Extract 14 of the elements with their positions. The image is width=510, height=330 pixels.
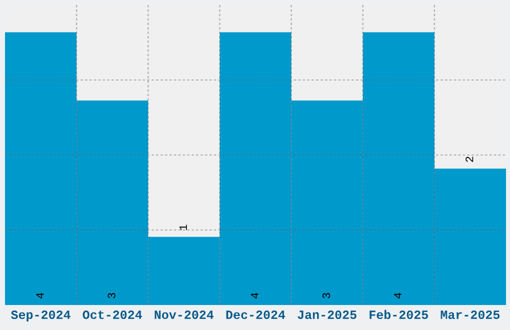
data-label: 3 <box>108 293 116 298</box>
data-label: 1 <box>179 224 187 230</box>
x-tick-label: Mar-2025 <box>440 310 500 320</box>
data-label: 4 <box>251 292 258 298</box>
x-tick-label: Nov-2024 <box>154 310 214 320</box>
x-tick-label: Feb-2025 <box>370 310 428 320</box>
data-label: 2 <box>466 156 474 162</box>
data-label: 4 <box>394 292 402 298</box>
x-tick-label: Sep-2024 <box>11 310 70 322</box>
x-tick-label: Jan-2025 <box>298 310 356 320</box>
data-label: 3 <box>322 293 330 298</box>
x-tick-label: Dec-2024 <box>226 310 286 320</box>
x-tick-label: Oct-2024 <box>82 310 142 320</box>
data-label: 4 <box>36 292 44 298</box>
